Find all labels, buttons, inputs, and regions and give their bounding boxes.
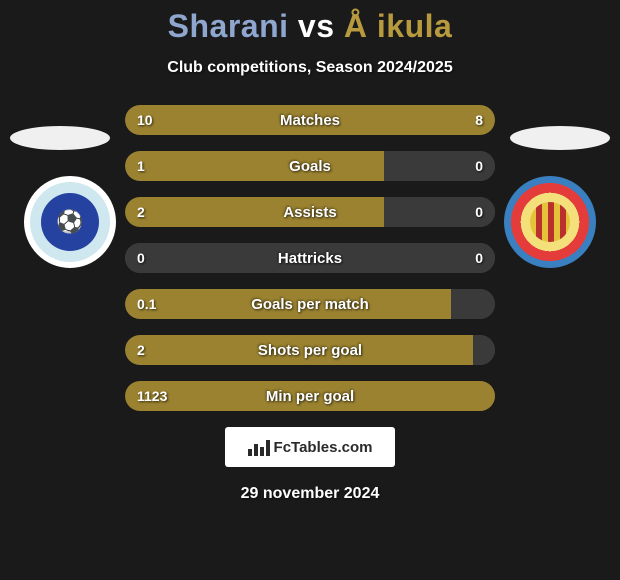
stat-row: 0Hattricks0 [125,243,495,273]
date: 29 november 2024 [0,485,620,503]
stat-mid-fill [125,243,495,273]
stat-mid-fill [451,289,495,319]
stat-left-fill [125,381,495,411]
stat-right-fill [332,105,495,135]
team-logo-right [504,176,596,268]
brand-text: FcTables.com [274,439,373,456]
team-logo-right-inner [530,202,570,242]
team-logo-left-inner: ⚽ [41,193,99,251]
stat-mid-fill [384,197,495,227]
flag-left [10,126,110,150]
brand-icon [248,438,270,456]
player1-name: Sharani [168,8,289,44]
stat-mid-fill [384,151,495,181]
stat-left-fill [125,105,332,135]
stat-bars: 10Matches8 1Goals0 2Assists0 0Hattricks0 0.1… [125,105,495,411]
stat-left-fill [125,197,384,227]
stat-row: 10Matches8 [125,105,495,135]
subtitle: Club competitions, Season 2024/2025 [0,59,620,77]
stat-row: 1Goals0 [125,151,495,181]
stat-mid-fill [473,335,495,365]
flag-right [510,126,610,150]
stat-row: 2Shots per goal [125,335,495,365]
stat-left-fill [125,289,451,319]
stat-row: 1123Min per goal [125,381,495,411]
comparison-title: Sharani vs Å ikula [0,0,620,45]
team-logo-left: ⚽ [24,176,116,268]
brand-box: FcTables.com [225,427,395,467]
stat-left-fill [125,335,473,365]
player2-name: Å ikula [344,8,452,44]
stat-row: 2Assists0 [125,197,495,227]
vs-word: vs [298,8,344,44]
stat-row: 0.1Goals per match [125,289,495,319]
stat-left-fill [125,151,384,181]
